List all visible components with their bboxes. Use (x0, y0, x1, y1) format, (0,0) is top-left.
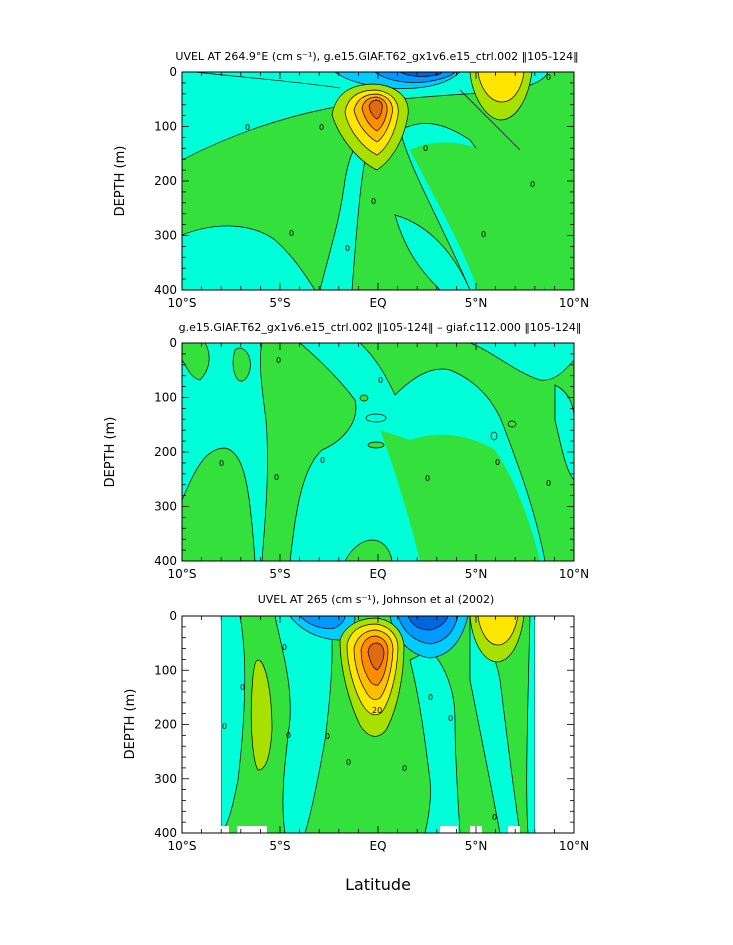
x-tick-label: 10°S (168, 839, 197, 853)
contour-label: 0 (276, 356, 281, 365)
panel-3-title: UVEL AT 265 (cm s⁻¹), Johnson et al (200… (258, 593, 495, 606)
contour-label: 0 (423, 144, 428, 153)
panel-3-ylabel: DEPTH (m) (123, 689, 138, 760)
contour-label: 0 (245, 123, 250, 132)
y-tick-label: 400 (154, 826, 177, 840)
panel-2-x-ticks: 10°S 5°S EQ 5°N 10°N (168, 343, 589, 581)
x-tick-label: 5°S (269, 296, 290, 310)
y-tick-label: 300 (154, 500, 177, 514)
contour-label: 0 (222, 722, 227, 731)
contour-label: 0 (378, 376, 383, 385)
y-tick-label: 300 (154, 229, 177, 243)
y-tick-label: 0 (169, 336, 177, 350)
contour-label: 0 (219, 459, 224, 468)
y-tick-label: 300 (154, 772, 177, 786)
contour-label: 0 (286, 731, 291, 740)
contour-label: 0 (546, 73, 551, 82)
panel-2-contours (182, 343, 574, 561)
contour-label: 0 (274, 473, 279, 482)
panel-1: UVEL AT 264.9°E (cm s⁻¹), g.e15.GIAF.T62… (113, 50, 589, 310)
contour-label: 0 (371, 197, 376, 206)
x-tick-label: 5°N (465, 296, 488, 310)
panel-2-contour-labels: 0 0 0 0 0 0 0 0 (219, 356, 551, 488)
panel-2-y-ticks: 0 100 200 300 400 (154, 336, 574, 568)
x-tick-label: 10°S (168, 296, 197, 310)
x-axis-label: Latitude (345, 875, 411, 894)
x-tick-label: EQ (369, 839, 386, 853)
panel-3-x-ticks: 10°S 5°S EQ 5°N 10°N (168, 616, 589, 853)
panel-1-ylabel: DEPTH (m) (113, 146, 128, 217)
panel-1-y-ticks: 0 100 200 300 400 (154, 65, 574, 297)
contour-label: 0 (319, 123, 324, 132)
panel-2-ylabel: DEPTH (m) (103, 417, 118, 488)
panel-3-contour-labels: 0 0 0 0 0 0 0 0 0 0 20 (222, 643, 497, 822)
panel-2: g.e15.GIAF.T62_gx1v6.e15_ctrl.002 ‖105-1… (103, 321, 589, 581)
contour-label: 0 (282, 643, 287, 652)
contour-label: 0 (495, 458, 500, 467)
contour-label: 0 (481, 230, 486, 239)
x-tick-label: 10°N (559, 567, 589, 581)
contour-label: 0 (546, 479, 551, 488)
x-tick-label: EQ (369, 296, 386, 310)
x-tick-label: 10°N (559, 296, 589, 310)
contour-label: 0 (425, 474, 430, 483)
y-tick-label: 200 (154, 445, 177, 459)
contour-label: 0 (346, 758, 351, 767)
x-tick-label: 10°S (168, 567, 197, 581)
x-tick-label: 5°S (269, 567, 290, 581)
y-tick-label: 100 (154, 391, 177, 405)
panel-1-x-ticks: 10°S 5°S EQ 5°N 10°N (168, 72, 589, 310)
contour-label: 0 (240, 683, 245, 692)
panel-3: UVEL AT 265 (cm s⁻¹), Johnson et al (200… (123, 593, 589, 894)
x-tick-label: 10°N (559, 839, 589, 853)
contour-label: 0 (345, 244, 350, 253)
contour-label: 0 (320, 456, 325, 465)
panel-2-title: g.e15.GIAF.T62_gx1v6.e15_ctrl.002 ‖105-1… (179, 321, 582, 334)
contour-label: 0 (448, 714, 453, 723)
contour-label: 20 (372, 706, 382, 715)
panel-1-contours (182, 72, 574, 290)
contour-label: 0 (325, 732, 330, 741)
contour-label: 0 (402, 764, 407, 773)
panel-1-contour-labels: 0 0 0 0 0 0 0 0 0 (245, 73, 551, 253)
contour-label: 0 (428, 693, 433, 702)
y-tick-label: 0 (169, 609, 177, 623)
contour-label: 0 (492, 813, 497, 822)
y-tick-label: 100 (154, 120, 177, 134)
y-tick-label: 200 (154, 174, 177, 188)
panel-3-contours (221, 616, 535, 833)
panel-1-title: UVEL AT 264.9°E (cm s⁻¹), g.e15.GIAF.T62… (175, 50, 578, 63)
contour-label: 0 (530, 180, 535, 189)
y-tick-label: 400 (154, 283, 177, 297)
x-tick-label: 5°N (465, 839, 488, 853)
y-tick-label: 400 (154, 554, 177, 568)
contour-label: 0 (289, 229, 294, 238)
x-tick-label: 5°S (269, 839, 290, 853)
y-tick-label: 200 (154, 718, 177, 732)
y-tick-label: 0 (169, 65, 177, 79)
x-tick-label: EQ (369, 567, 386, 581)
y-tick-label: 100 (154, 663, 177, 677)
x-tick-label: 5°N (465, 567, 488, 581)
